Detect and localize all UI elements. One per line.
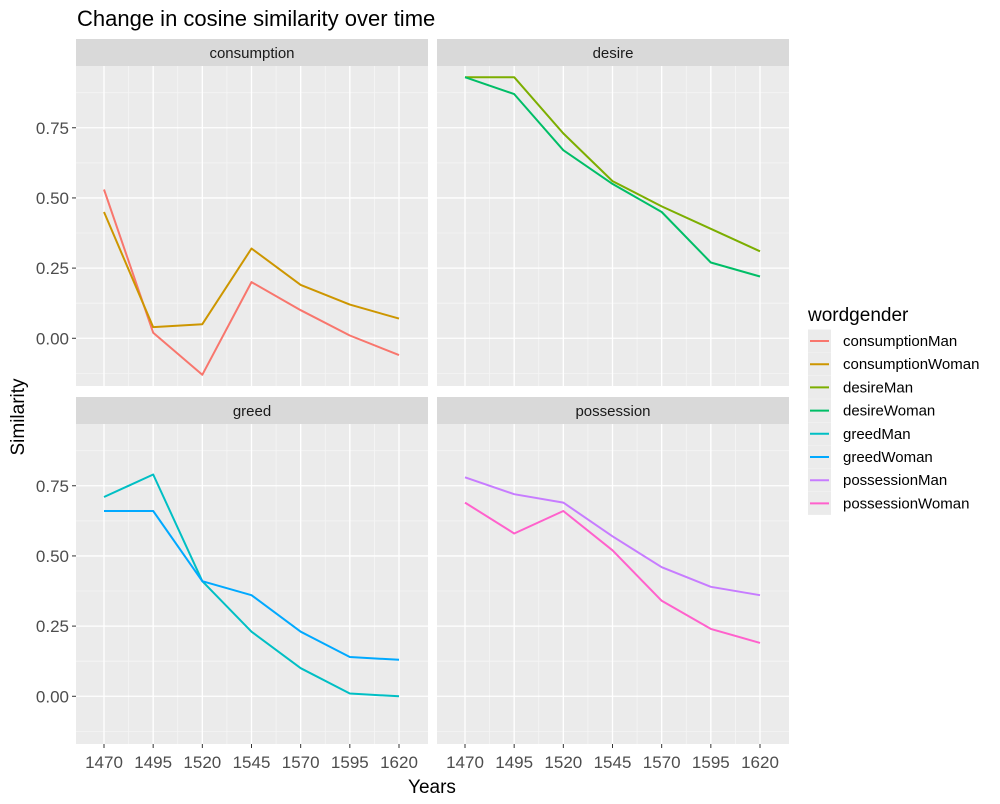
facet-panel-possession: possession 1470 1495 1520 1545 1570 1595 1620 <box>437 397 789 772</box>
y-tick-label: 0.00 <box>36 329 69 348</box>
facet-strip <box>437 397 789 424</box>
legend-item-possessionMan: possessionMan <box>808 468 947 492</box>
x-tick-label: 1545 <box>594 753 632 772</box>
legend-item-greedWoman: greedWoman <box>808 445 933 469</box>
series-line-greedWoman <box>104 510 400 661</box>
x-tick-label: 1595 <box>692 753 730 772</box>
y-tick-label: 0.00 <box>36 687 69 706</box>
series-line-greedMan <box>103 473 400 698</box>
legend-item-consumptionMan: consumptionMan <box>808 329 957 353</box>
facet-strip-label: consumption <box>209 45 294 62</box>
legend-item-desireMan: desireMan <box>808 375 913 399</box>
series-line-possessionWoman <box>464 501 761 644</box>
y-axis-title: Similarity <box>8 378 29 456</box>
x-tick-label: 1495 <box>134 753 172 772</box>
x-tick-label: 1595 <box>331 753 369 772</box>
x-tick-label: 1470 <box>85 753 123 772</box>
facet-panel-desire: desire <box>437 39 789 386</box>
facet-panel-greed: greed 0.00 0.25 0.50 0.75 1470 1495 1520 1545 157… <box>36 397 428 772</box>
x-tick-label: 1520 <box>544 753 582 772</box>
y-tick-label: 0.75 <box>36 119 69 138</box>
facet-strip-label: desire <box>593 45 634 62</box>
facet-panel-consumption: consumption 0.00 0.25 0.50 0.75 <box>36 39 428 386</box>
series-line-possessionMan <box>464 476 761 597</box>
x-tick-label: 1570 <box>282 753 320 772</box>
y-tick-label: 0.25 <box>36 259 69 278</box>
legend-item-desireWoman: desireWoman <box>808 399 935 423</box>
x-tick-label: 1545 <box>233 753 271 772</box>
x-tick-label: 1520 <box>183 753 221 772</box>
series-line-desireWoman <box>464 76 761 278</box>
facet-strip <box>76 39 428 66</box>
legend-label: desireWoman <box>843 403 935 420</box>
legend-item-greedMan: greedMan <box>808 422 911 446</box>
chart-title: Change in cosine similarity over time <box>77 6 435 31</box>
facet-strip-label: possession <box>575 403 650 420</box>
legend-item-possessionWoman: possessionWoman <box>808 491 969 515</box>
x-tick-label: 1470 <box>446 753 484 772</box>
x-tick-label: 1620 <box>741 753 779 772</box>
legend-label: possessionWoman <box>843 495 969 512</box>
facet-strip <box>437 39 789 66</box>
legend-label: consumptionWoman <box>843 356 979 373</box>
legend-title: wordgender <box>807 305 909 326</box>
legend-label: consumptionMan <box>843 333 957 350</box>
series-line-desireMan <box>465 76 761 253</box>
legend-item-consumptionWoman: consumptionWoman <box>808 352 979 376</box>
facet-panels: consumption 0.00 0.25 0.50 0.75 desire greed 0.… <box>36 39 789 772</box>
series-line-consumptionMan <box>103 189 400 376</box>
legend-label: greedWoman <box>843 449 933 466</box>
x-tick-label: 1495 <box>495 753 533 772</box>
legend-label: possessionMan <box>843 472 947 489</box>
legend-label: desireMan <box>843 379 913 396</box>
legend: wordgender consumptionMan consumptionWoman… <box>807 305 979 515</box>
x-axis-title: Years <box>408 777 456 798</box>
series-line-consumptionWoman <box>103 211 400 329</box>
legend-label: greedMan <box>843 426 911 443</box>
y-tick-label: 0.50 <box>36 547 69 566</box>
x-tick-label: 1570 <box>643 753 681 772</box>
y-tick-label: 0.75 <box>36 477 69 496</box>
facet-strip-label: greed <box>233 403 271 420</box>
facet-strip <box>76 397 428 424</box>
y-tick-label: 0.25 <box>36 617 69 636</box>
x-tick-label: 1620 <box>380 753 418 772</box>
y-tick-label: 0.50 <box>36 189 69 208</box>
